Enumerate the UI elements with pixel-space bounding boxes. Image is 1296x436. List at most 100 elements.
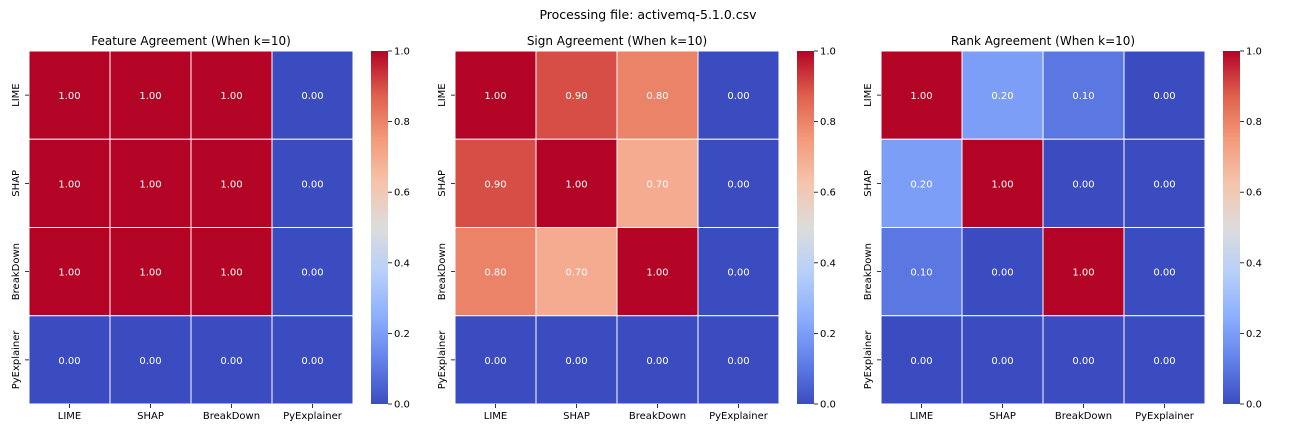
heatmap-cell [697,50,780,140]
colorbar-tick-label: 0.6 [394,188,410,199]
cell-value-label: 1.00 [58,179,80,190]
x-tick-label: SHAP [989,411,1016,422]
cell-value-label: 0.00 [727,91,749,102]
colorbar-tick-label: 0.0 [1246,400,1262,411]
cell-value-label: 0.20 [910,179,932,190]
heatmap-cell [190,50,273,140]
cell-value-label: 0.00 [1153,268,1175,279]
x-tick-label: BreakDown [629,411,686,422]
cell-value-label: 0.00 [991,268,1013,279]
x-tick-label: LIME [58,411,81,422]
cell-value-label: 0.00 [991,356,1013,367]
cell-value-label: 0.00 [1072,179,1094,190]
cell-value-label: 0.00 [301,268,323,279]
heatmap-cell [961,138,1044,228]
heatmap-cell [616,50,699,140]
cell-value-label: 0.90 [484,179,506,190]
heatmap-cell [616,227,699,317]
heatmap-cell [616,138,699,228]
cell-value-label: 0.00 [484,356,506,367]
colorbar-tick-label: 1.0 [820,47,836,58]
heatmap-cell [1042,138,1125,228]
colorbar-tick-label: 0.4 [1246,258,1262,269]
colorbar-tick-label: 0.2 [1246,329,1262,340]
heatmap-cell [109,138,192,228]
chart-title: Feature Agreement (When k=10) [91,34,291,48]
heatmap-cell [1123,315,1206,405]
cell-value-label: 0.80 [484,268,506,279]
colorbar-tick-label: 0.6 [820,188,836,199]
cell-value-label: 1.00 [220,91,242,102]
cell-value-label: 0.00 [1153,91,1175,102]
cell-value-label: 1.00 [220,179,242,190]
x-tick-label: SHAP [563,411,590,422]
y-tick-label: LIME [437,83,448,106]
colorbar [371,51,388,404]
cell-value-label: 0.10 [1072,91,1094,102]
x-tick-label: LIME [910,411,933,422]
colorbar [1223,51,1240,404]
colorbar-tick-label: 0.0 [394,400,410,411]
heatmap-cell [1123,227,1206,317]
heatmap-cell [697,315,780,405]
heatmap-cell [616,315,699,405]
cell-value-label: 0.00 [727,268,749,279]
colorbar [797,51,814,404]
y-tick-label: BreakDown [11,243,22,300]
colorbar-tick-label: 1.0 [394,47,410,58]
heatmap-cell [271,315,354,405]
cell-value-label: 1.00 [220,268,242,279]
y-tick-label: LIME [11,83,22,106]
y-tick-label: SHAP [863,170,874,197]
cell-value-label: 0.10 [910,268,932,279]
heatmap-cell [880,315,963,405]
heatmap-cell [535,138,618,228]
y-tick-label: SHAP [11,170,22,197]
cell-value-label: 0.00 [1072,356,1094,367]
colorbar-tick-label: 0.2 [394,329,410,340]
cell-value-label: 0.00 [301,356,323,367]
x-tick-label: LIME [484,411,507,422]
heatmap-cell [1042,315,1125,405]
heatmap-cell [271,227,354,317]
heatmap-cell [1123,50,1206,140]
cell-value-label: 1.00 [139,91,161,102]
cell-value-label: 1.00 [139,268,161,279]
cell-value-label: 0.00 [727,356,749,367]
x-tick-label: PyExplainer [709,411,769,422]
y-tick-label: PyExplainer [11,330,22,390]
heatmap-panel: Sign Agreement (When k=10) 1.00 0.90 0.80 0.… [437,34,836,422]
heatmap-panel: Feature Agreement (When k=10) 1.00 1.00 1.0… [11,34,410,422]
heatmap-cell [271,50,354,140]
cell-value-label: 0.00 [727,179,749,190]
cell-value-label: 0.00 [301,91,323,102]
colorbar-tick-label: 0.8 [1246,117,1262,128]
colorbar-tick-label: 0.6 [1246,188,1262,199]
y-tick-label: PyExplainer [437,330,448,390]
heatmap-cell [961,50,1044,140]
colorbar-tick-label: 0.8 [394,117,410,128]
heatmap-panel: Rank Agreement (When k=10) 1.00 0.20 0.10 0.… [863,34,1262,422]
heatmap-cell [1042,50,1125,140]
cell-value-label: 1.00 [139,179,161,190]
chart-title: Sign Agreement (When k=10) [527,34,707,48]
colorbar-tick-label: 1.0 [1246,47,1262,58]
cell-value-label: 0.00 [139,356,161,367]
heatmap-cell [271,138,354,228]
y-tick-label: LIME [863,83,874,106]
heatmap-cell [697,138,780,228]
cell-value-label: 1.00 [484,91,506,102]
cell-value-label: 1.00 [646,268,668,279]
cell-value-label: 0.00 [220,356,242,367]
cell-value-label: 0.00 [58,356,80,367]
chart-title: Rank Agreement (When k=10) [951,34,1135,48]
cell-value-label: 0.90 [565,91,587,102]
cell-value-label: 0.70 [565,268,587,279]
heatmap-cell [1123,138,1206,228]
x-tick-label: PyExplainer [283,411,343,422]
cell-value-label: 1.00 [991,179,1013,190]
cell-value-label: 0.70 [646,179,668,190]
heatmap-cell [961,227,1044,317]
heatmap-cell [28,50,111,140]
